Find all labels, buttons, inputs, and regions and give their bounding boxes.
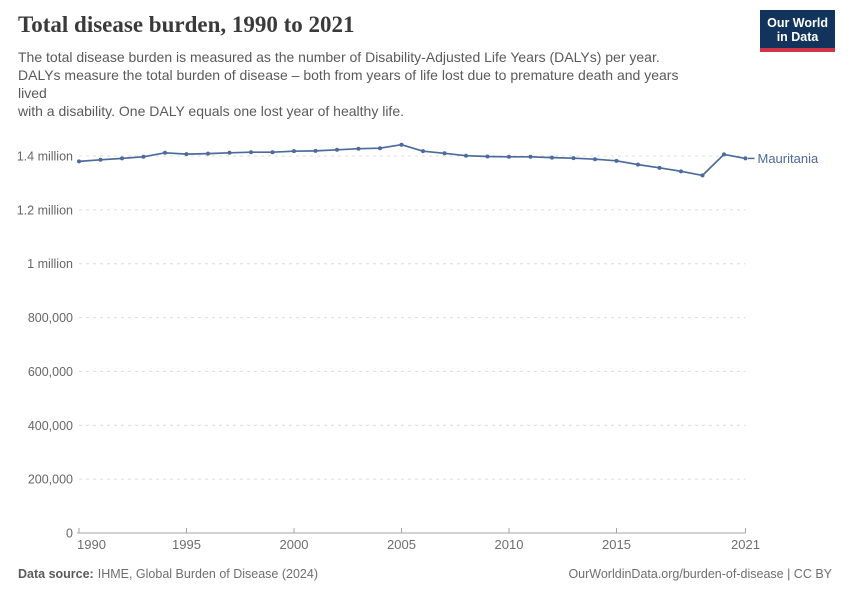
data-source-text[interactable]: IHME, Global Burden of Disease (2024) xyxy=(97,567,318,581)
y-tick-label: 1.2 million xyxy=(17,203,73,217)
data-point[interactable] xyxy=(550,155,554,160)
line-chart[interactable]: 0 200,000 400,000 600,000 800,000 1 million 1.… xyxy=(0,0,850,560)
data-source: Data source: IHME, Global Burden of Disea… xyxy=(18,567,318,581)
chart-subtitle: The total disease burden is measured as … xyxy=(18,48,758,120)
data-point[interactable] xyxy=(679,169,683,174)
data-point[interactable] xyxy=(378,146,382,151)
data-point[interactable] xyxy=(98,157,103,162)
data-point[interactable] xyxy=(163,150,167,155)
data-point[interactable] xyxy=(743,156,748,161)
data-point[interactable] xyxy=(120,156,124,161)
data-point[interactable] xyxy=(464,153,468,158)
y-tick-label: 400,000 xyxy=(28,419,73,433)
y-tick-label: 1.4 million xyxy=(17,150,73,164)
chart-footer: Data source: IHME, Global Burden of Disea… xyxy=(18,567,832,581)
x-tick-label: 2010 xyxy=(495,537,524,552)
owid-logo[interactable]: Our World in Data xyxy=(760,10,835,52)
owid-logo-line-1: Our World xyxy=(767,16,828,30)
owid-logo-line-2: in Data xyxy=(776,30,819,44)
data-point[interactable] xyxy=(593,157,597,162)
data-point[interactable] xyxy=(700,173,705,178)
data-point[interactable] xyxy=(141,154,146,159)
data-point[interactable] xyxy=(614,158,619,163)
data-point[interactable] xyxy=(442,151,447,156)
credit-link[interactable]: OurWorldinData.org/burden-of-disease | C… xyxy=(568,567,832,581)
x-tick-label: 2021 xyxy=(731,537,760,552)
subtitle-line-1: The total disease burden is measured as … xyxy=(18,49,660,65)
data-point[interactable] xyxy=(657,165,662,170)
y-tick-label: 800,000 xyxy=(28,311,73,325)
data-point[interactable] xyxy=(421,149,425,154)
data-point[interactable] xyxy=(270,150,275,155)
data-point[interactable] xyxy=(485,154,490,159)
x-tick-label: 1995 xyxy=(172,537,201,552)
series-entity-label[interactable]: Mauritania xyxy=(758,151,819,166)
data-point[interactable] xyxy=(335,147,339,152)
data-point[interactable] xyxy=(77,159,81,164)
y-tick-label: 1 million xyxy=(27,257,73,271)
data-point[interactable] xyxy=(313,148,318,153)
chart-header: Total disease burden, 1990 to 2021 The t… xyxy=(18,12,758,120)
subtitle-line-3: lived xyxy=(18,85,47,101)
data-point[interactable] xyxy=(571,156,576,161)
x-tick-label: 1990 xyxy=(77,537,106,552)
subtitle-line-2: DALYs measure the total burden of diseas… xyxy=(18,67,679,83)
y-tick-label: 200,000 xyxy=(28,473,73,487)
y-tick-label: 600,000 xyxy=(28,365,73,379)
data-point[interactable] xyxy=(356,146,361,151)
data-point[interactable] xyxy=(249,150,253,155)
data-point[interactable] xyxy=(399,142,404,147)
data-point[interactable] xyxy=(528,154,533,159)
x-tick-label: 2000 xyxy=(280,537,309,552)
x-tick-label: 2005 xyxy=(387,537,416,552)
data-point[interactable] xyxy=(636,162,640,167)
data-point[interactable] xyxy=(184,152,189,157)
data-point[interactable] xyxy=(722,152,726,157)
page-title: Total disease burden, 1990 to 2021 xyxy=(18,12,355,37)
trend-line[interactable] xyxy=(78,143,747,177)
data-point[interactable] xyxy=(227,150,232,155)
y-tick-label: 0 xyxy=(66,527,73,541)
data-point[interactable] xyxy=(292,149,296,154)
subtitle-line-4: with a disability. One DALY equals one l… xyxy=(18,103,404,119)
data-source-label: Data source: xyxy=(18,567,94,581)
data-point[interactable] xyxy=(507,154,511,159)
x-tick-label: 2015 xyxy=(602,537,631,552)
data-point[interactable] xyxy=(206,151,210,156)
